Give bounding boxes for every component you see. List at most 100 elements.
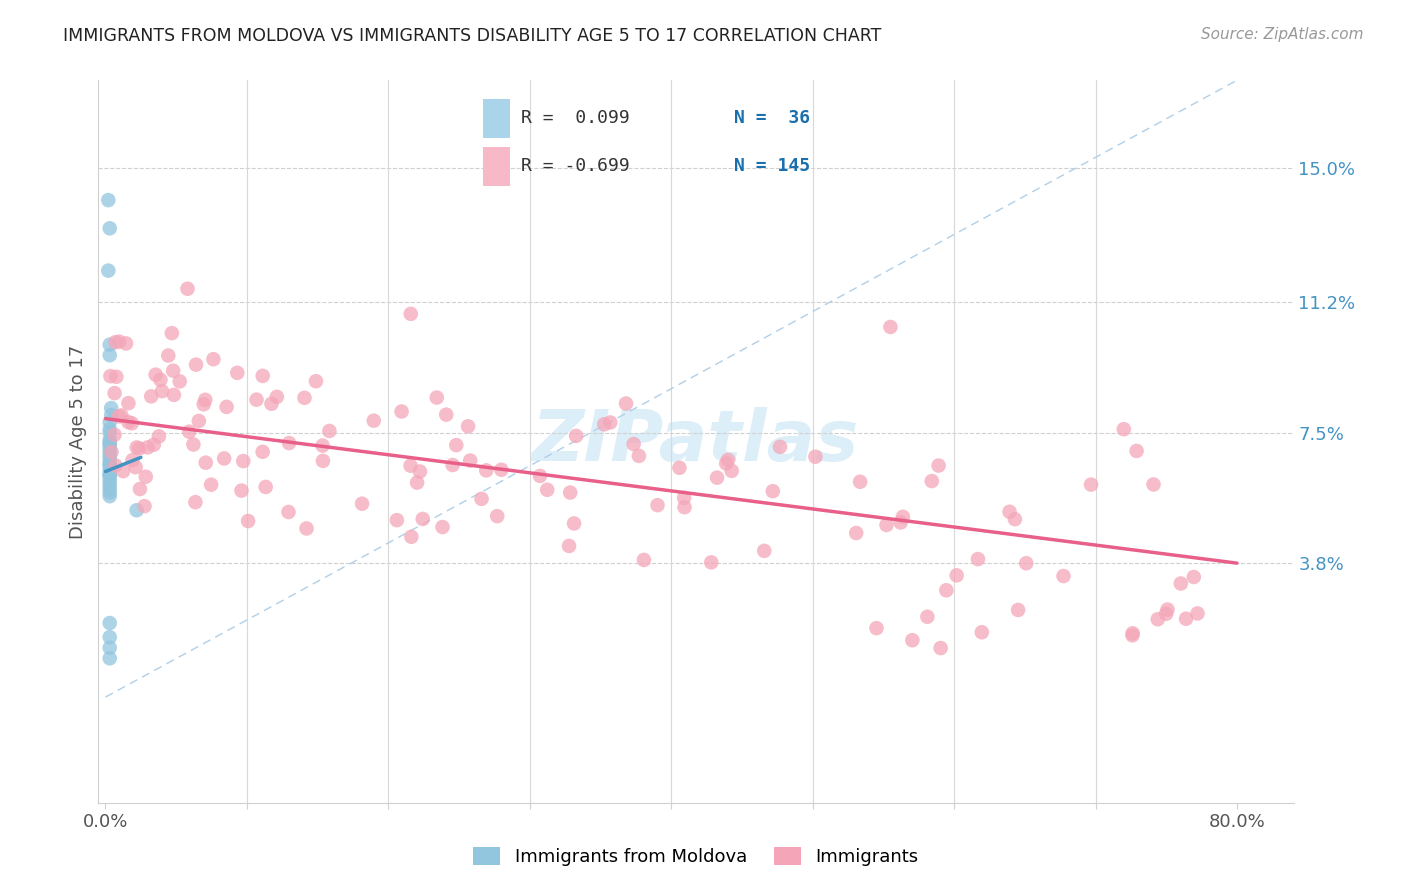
Point — [706, 470, 728, 484]
Point — [141, 389, 163, 403]
Point — [935, 583, 957, 598]
Point — [98, 458, 121, 472]
Point — [399, 307, 422, 321]
Point — [142, 438, 165, 452]
Point — [100, 445, 122, 459]
Point — [363, 414, 385, 428]
Point — [1122, 626, 1144, 640]
Point — [486, 509, 509, 524]
Point — [804, 450, 827, 464]
Point — [647, 498, 669, 512]
Point — [401, 530, 423, 544]
Point — [879, 320, 901, 334]
Point — [673, 491, 696, 505]
Point — [1052, 569, 1074, 583]
Point — [98, 468, 121, 483]
Point — [98, 422, 121, 436]
Point — [98, 640, 121, 655]
Point — [352, 497, 374, 511]
Point — [391, 404, 413, 418]
Point — [169, 375, 191, 389]
Point — [98, 468, 121, 483]
Point — [967, 552, 990, 566]
Point — [200, 477, 222, 491]
Point — [98, 454, 121, 468]
Point — [475, 463, 498, 477]
Point — [865, 621, 887, 635]
Point — [1170, 576, 1192, 591]
Point — [117, 396, 139, 410]
Point — [716, 457, 738, 471]
Point — [98, 348, 121, 362]
Point — [432, 520, 454, 534]
Y-axis label: Disability Age 5 to 17: Disability Age 5 to 17 — [69, 344, 87, 539]
Point — [150, 384, 173, 399]
Point — [1004, 512, 1026, 526]
Point — [1080, 477, 1102, 491]
Point — [876, 518, 898, 533]
Point — [252, 445, 274, 459]
Point — [491, 463, 513, 477]
Point — [98, 447, 121, 461]
Point — [278, 436, 301, 450]
Point — [97, 263, 120, 277]
Point — [226, 366, 249, 380]
Point — [312, 454, 335, 468]
Point — [434, 408, 457, 422]
Point — [536, 483, 558, 497]
Point — [470, 491, 492, 506]
Point — [98, 630, 121, 644]
Point — [148, 429, 170, 443]
Point — [1125, 444, 1147, 458]
Point — [184, 358, 207, 372]
Point — [891, 509, 914, 524]
Point — [98, 482, 121, 496]
Point — [202, 352, 225, 367]
Point — [623, 437, 645, 451]
Point — [232, 454, 254, 468]
Point — [399, 458, 422, 473]
Point — [98, 337, 121, 351]
Point — [162, 364, 184, 378]
Point — [890, 516, 912, 530]
Point — [845, 526, 868, 541]
Point — [98, 461, 121, 475]
Point — [446, 438, 468, 452]
Point — [98, 221, 121, 235]
Point — [157, 349, 180, 363]
Point — [593, 417, 616, 432]
Point — [412, 512, 434, 526]
Point — [98, 440, 121, 454]
Point — [1112, 422, 1135, 436]
Point — [295, 521, 318, 535]
Point — [136, 441, 159, 455]
Point — [565, 429, 588, 443]
Point — [385, 513, 408, 527]
Point — [115, 336, 138, 351]
Point — [121, 417, 143, 431]
Point — [149, 373, 172, 387]
Point — [1175, 612, 1198, 626]
Point — [98, 651, 121, 665]
Point — [98, 471, 121, 485]
Point — [98, 436, 121, 450]
Point — [176, 282, 198, 296]
Point — [194, 392, 217, 407]
Point — [98, 485, 121, 500]
Point — [901, 633, 924, 648]
Point — [179, 425, 201, 439]
Point — [183, 437, 205, 451]
Point — [769, 440, 792, 454]
Point — [112, 464, 135, 478]
Text: IMMIGRANTS FROM MOLDOVA VS IMMIGRANTS DISABILITY AGE 5 TO 17 CORRELATION CHART: IMMIGRANTS FROM MOLDOVA VS IMMIGRANTS DI… — [63, 27, 882, 45]
Bar — [482, 99, 510, 137]
Point — [98, 468, 121, 483]
Point — [457, 419, 479, 434]
Legend: Immigrants from Moldova, Immigrants: Immigrants from Moldova, Immigrants — [465, 839, 927, 873]
Point — [254, 480, 277, 494]
Point — [98, 415, 121, 429]
Point — [277, 505, 299, 519]
Point — [105, 369, 128, 384]
Point — [318, 424, 340, 438]
Point — [104, 335, 127, 350]
